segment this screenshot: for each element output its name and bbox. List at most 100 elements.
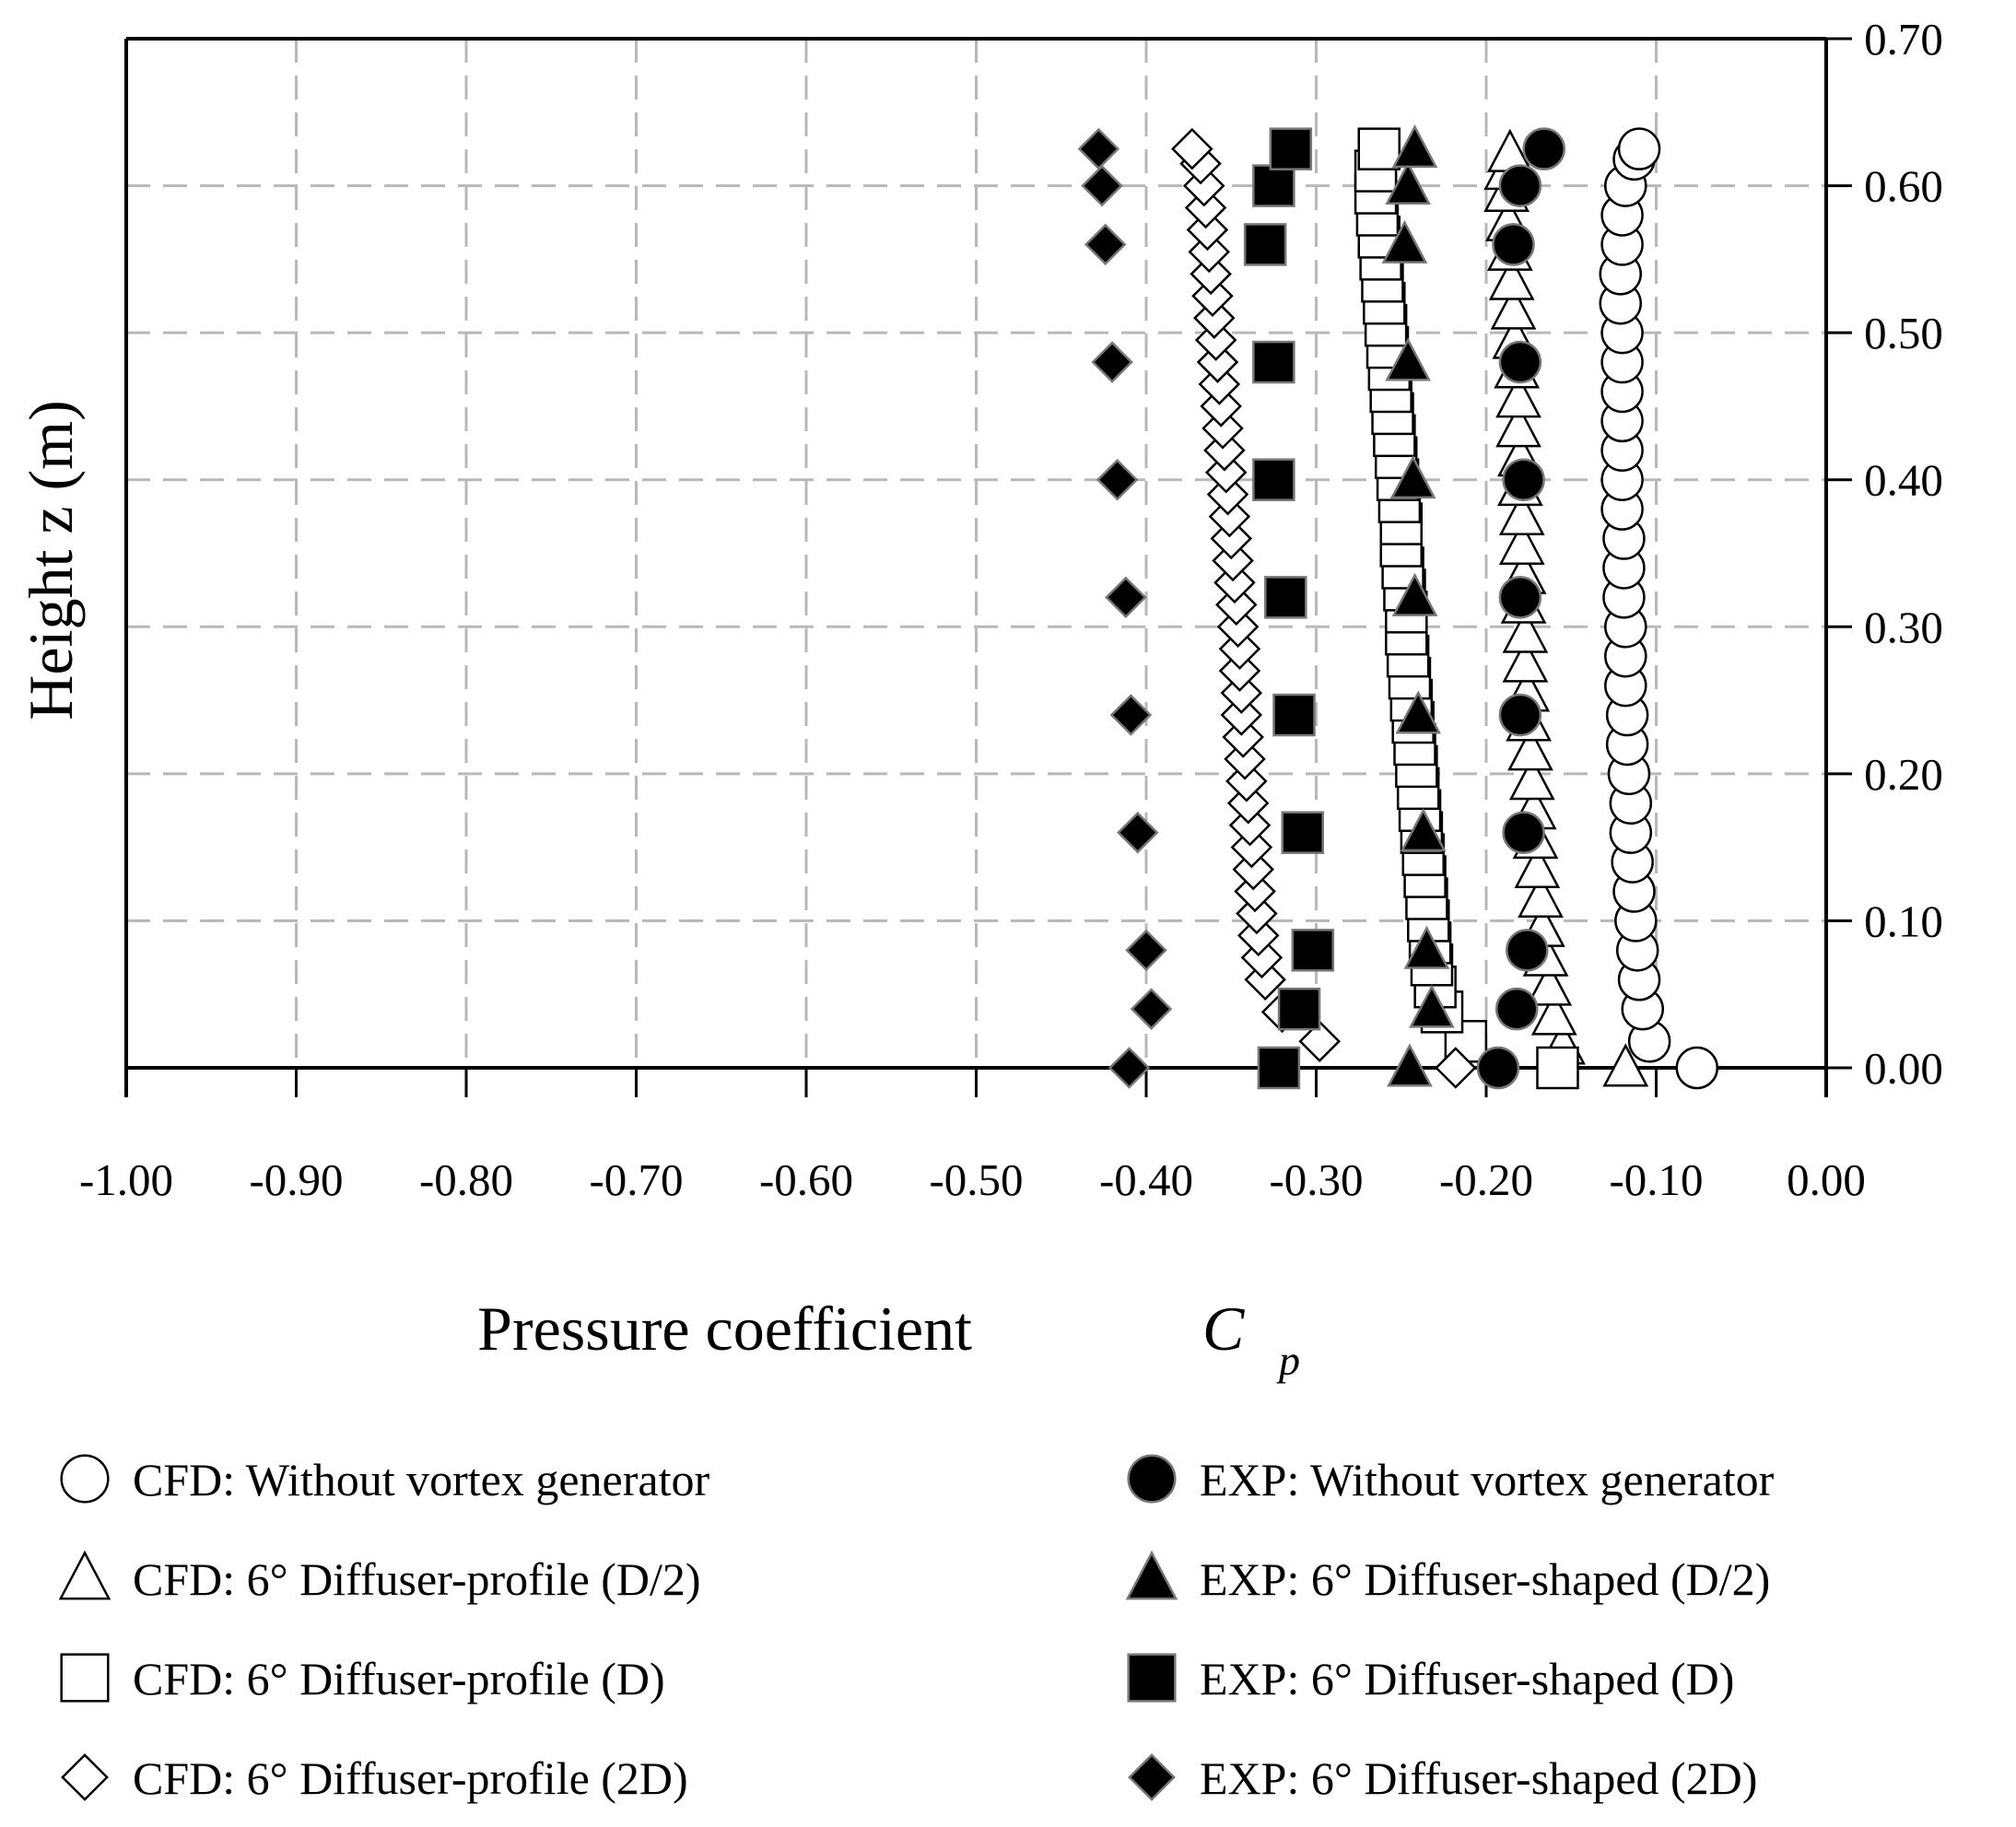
x-tick-label: -0.70 bbox=[589, 1154, 683, 1205]
legend-label: CFD: Without vortex generator bbox=[133, 1454, 709, 1505]
legend-marker bbox=[61, 1753, 109, 1801]
x-axis-subscript: p bbox=[1276, 1337, 1300, 1384]
legend-label: CFD: 6° Diffuser-profile (D) bbox=[133, 1653, 665, 1704]
y-tick-label: 0.20 bbox=[1864, 749, 1943, 800]
series-4-points bbox=[1171, 127, 1477, 1089]
y-axis-title: Height z (m) bbox=[16, 400, 86, 720]
data-point bbox=[1675, 1046, 1719, 1090]
legend-marker bbox=[60, 1454, 110, 1504]
series-5-points bbox=[1476, 127, 1565, 1090]
legend-entry: EXP: Without vortex generator bbox=[1127, 1454, 1775, 1505]
y-tick-label: 0.50 bbox=[1864, 308, 1943, 358]
data-point bbox=[1117, 811, 1159, 854]
legend-label: EXP: Without vortex generator bbox=[1200, 1454, 1775, 1505]
data-point bbox=[1506, 929, 1549, 972]
data-point bbox=[1081, 164, 1123, 207]
data-point bbox=[1109, 694, 1153, 736]
x-tick-label: -0.10 bbox=[1609, 1154, 1703, 1205]
data-point bbox=[1096, 458, 1139, 501]
data-point bbox=[1387, 1043, 1433, 1087]
data-point bbox=[1257, 1046, 1301, 1090]
legend-marker bbox=[1128, 1753, 1176, 1801]
data-point bbox=[1252, 164, 1295, 207]
data-point bbox=[1125, 929, 1167, 972]
data-point bbox=[1507, 727, 1553, 771]
data-point bbox=[1490, 286, 1537, 330]
data-point bbox=[1381, 219, 1428, 264]
data-point bbox=[1498, 693, 1542, 737]
data-point bbox=[1091, 341, 1133, 383]
data-point bbox=[1077, 127, 1120, 170]
data-point bbox=[1602, 1043, 1649, 1087]
data-point bbox=[1530, 991, 1577, 1036]
data-point bbox=[1218, 650, 1261, 692]
data-point bbox=[1498, 576, 1542, 619]
data-point bbox=[1502, 458, 1545, 501]
data-point bbox=[1476, 1046, 1520, 1090]
data-point bbox=[1522, 127, 1565, 170]
data-point bbox=[1252, 458, 1295, 501]
y-tick-label: 0.60 bbox=[1864, 161, 1943, 212]
x-tick-label: 0.00 bbox=[1787, 1154, 1866, 1205]
data-point bbox=[1264, 576, 1307, 619]
x-tick-label: -0.80 bbox=[419, 1154, 513, 1205]
data-point bbox=[1281, 811, 1324, 854]
data-point bbox=[1508, 756, 1555, 801]
data-point bbox=[1084, 223, 1127, 266]
data-point bbox=[1502, 609, 1549, 653]
x-tick-label: -0.90 bbox=[249, 1154, 343, 1205]
data-point bbox=[1498, 521, 1545, 565]
data-point bbox=[1409, 984, 1455, 1028]
legend-entry: CFD: 6° Diffuser-profile (D) bbox=[60, 1653, 665, 1704]
x-tick-label: -0.40 bbox=[1099, 1154, 1193, 1205]
legend-entry: EXP: 6° Diffuser-shaped (D/2) bbox=[1125, 1550, 1770, 1605]
data-point bbox=[1277, 987, 1321, 1031]
data-point bbox=[1514, 844, 1561, 889]
x-tick-label: -0.30 bbox=[1269, 1154, 1363, 1205]
legend-label: EXP: 6° Diffuser-shaped (D) bbox=[1200, 1653, 1734, 1704]
data-point bbox=[1252, 340, 1295, 384]
legend-marker bbox=[1125, 1550, 1178, 1600]
data-point bbox=[1130, 988, 1173, 1030]
data-point bbox=[1498, 340, 1542, 384]
data-point bbox=[1298, 1020, 1341, 1063]
data-point bbox=[1400, 808, 1447, 852]
legend-label: CFD: 6° Diffuser-profile (D/2) bbox=[133, 1553, 701, 1605]
data-point bbox=[1243, 223, 1287, 266]
data-point bbox=[1502, 811, 1545, 854]
series-8-points bbox=[1077, 127, 1173, 1089]
legend-marker bbox=[1127, 1653, 1177, 1703]
legend-entry: CFD: 6° Diffuser-profile (2D) bbox=[61, 1752, 688, 1804]
y-tick-label: 0.00 bbox=[1864, 1043, 1943, 1094]
legend-label: EXP: 6° Diffuser-shaped (2D) bbox=[1200, 1752, 1757, 1804]
data-point bbox=[1403, 925, 1450, 969]
x-tick-label: -0.50 bbox=[929, 1154, 1023, 1205]
data-point bbox=[1492, 223, 1535, 266]
data-point bbox=[1502, 638, 1549, 683]
data-point bbox=[1494, 987, 1539, 1031]
x-tick-label: -1.00 bbox=[79, 1154, 173, 1205]
data-point bbox=[1495, 404, 1541, 448]
legend-entry: EXP: 6° Diffuser-shaped (D) bbox=[1127, 1653, 1734, 1704]
data-point bbox=[1435, 1047, 1477, 1089]
data-point bbox=[1488, 256, 1535, 300]
data-point bbox=[1498, 491, 1545, 536]
data-point bbox=[1617, 127, 1661, 170]
ticks-layer: -1.00 -0.90 -0.80 -0.70 -0.60 -0.50 -0.40 -0.30… bbox=[79, 14, 1943, 1205]
legend-label: CFD: 6° Diffuser-profile (2D) bbox=[133, 1752, 688, 1804]
data-point bbox=[1357, 127, 1401, 170]
legend-label: EXP: 6° Diffuser-shaped (D/2) bbox=[1200, 1553, 1770, 1605]
data-point bbox=[1108, 1047, 1151, 1089]
x-axis-symbol: C bbox=[1202, 1294, 1245, 1364]
y-tick-label: 0.40 bbox=[1864, 455, 1943, 506]
data-point bbox=[1389, 455, 1436, 499]
data-point bbox=[1518, 873, 1564, 918]
data-point bbox=[1536, 1046, 1579, 1090]
legend-entry: CFD: 6° Diffuser-profile (D/2) bbox=[58, 1550, 701, 1605]
data-point bbox=[1395, 690, 1442, 734]
legend-entry: CFD: Without vortex generator bbox=[60, 1454, 709, 1505]
data-point bbox=[1391, 572, 1438, 616]
legend-marker bbox=[58, 1550, 111, 1600]
data-point bbox=[1220, 694, 1263, 736]
